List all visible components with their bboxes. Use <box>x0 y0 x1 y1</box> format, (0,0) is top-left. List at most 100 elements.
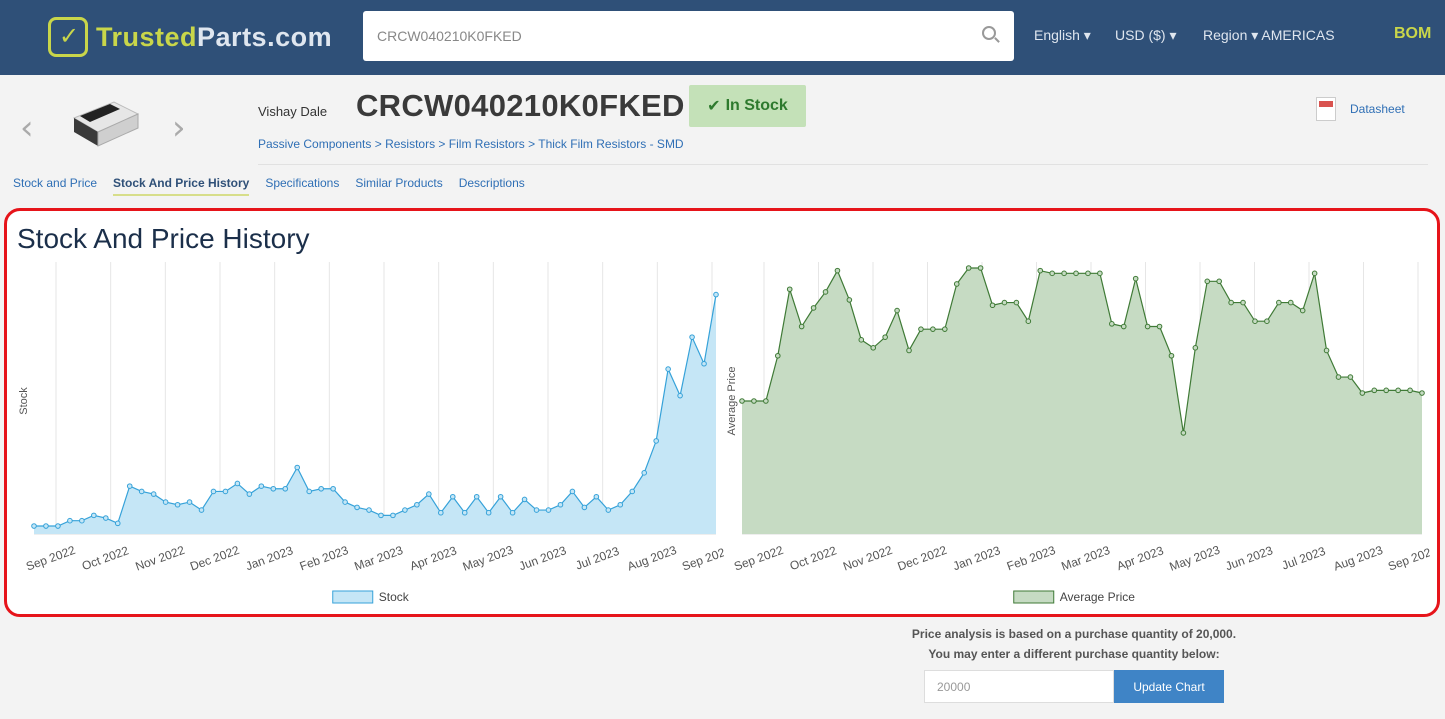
price-data-point[interactable] <box>786 286 793 293</box>
stock-data-point[interactable] <box>449 493 456 500</box>
breadcrumb-item[interactable]: Film Resistors <box>448 137 525 151</box>
stock-data-point[interactable] <box>282 485 289 492</box>
stock-data-point[interactable] <box>533 507 540 513</box>
stock-data-point[interactable] <box>509 509 516 516</box>
price-data-point[interactable] <box>1132 275 1139 282</box>
stock-data-point[interactable] <box>174 501 181 508</box>
purchase-quantity-input[interactable] <box>924 670 1114 703</box>
price-data-point[interactable] <box>1240 299 1246 306</box>
stock-data-point[interactable] <box>629 488 636 495</box>
stock-data-point[interactable] <box>426 491 432 497</box>
price-data-point[interactable] <box>1180 430 1187 436</box>
stock-data-point[interactable] <box>593 493 600 500</box>
price-data-point[interactable] <box>1037 267 1044 274</box>
breadcrumb-item[interactable]: Resistors <box>385 137 436 151</box>
stock-data-point[interactable] <box>222 488 229 495</box>
stock-data-point[interactable] <box>258 483 265 489</box>
stock-data-point[interactable] <box>521 496 528 503</box>
stock-data-point[interactable] <box>186 499 193 505</box>
stock-data-point[interactable] <box>198 507 205 513</box>
stock-data-point[interactable] <box>390 512 396 519</box>
stock-data-point[interactable] <box>617 501 624 508</box>
price-data-point[interactable] <box>1347 374 1354 380</box>
stock-data-point[interactable] <box>414 501 420 508</box>
price-data-point[interactable] <box>894 307 900 314</box>
part-image[interactable] <box>66 96 144 150</box>
price-data-point[interactable] <box>1168 352 1175 359</box>
legend-swatch[interactable] <box>332 590 374 604</box>
price-data-point[interactable] <box>906 347 912 354</box>
price-data-point[interactable] <box>1335 374 1342 380</box>
price-data-point[interactable] <box>1228 299 1234 306</box>
stock-data-point[interactable] <box>43 523 49 529</box>
stock-data-point[interactable] <box>701 360 707 367</box>
price-data-point[interactable] <box>810 305 817 311</box>
stock-data-point[interactable] <box>306 488 312 495</box>
price-data-point[interactable] <box>846 297 853 303</box>
price-data-point[interactable] <box>1419 390 1425 396</box>
price-data-point[interactable] <box>1216 278 1222 285</box>
stock-data-point[interactable] <box>689 334 695 340</box>
stock-data-point[interactable] <box>402 507 408 513</box>
price-data-point[interactable] <box>1120 323 1127 330</box>
previous-image-arrow-icon[interactable]: ‹ <box>20 108 34 148</box>
stock-data-point[interactable] <box>102 515 109 521</box>
language-dropdown[interactable]: English ▾ <box>1034 27 1091 43</box>
price-data-point[interactable] <box>798 323 805 330</box>
price-data-point[interactable] <box>774 352 781 359</box>
price-data-point[interactable] <box>1264 318 1270 325</box>
legend-swatch[interactable] <box>1013 590 1055 604</box>
stock-data-point[interactable] <box>114 520 121 527</box>
price-data-point[interactable] <box>1144 323 1151 330</box>
stock-data-point[interactable] <box>366 507 372 513</box>
update-chart-button[interactable]: Update Chart <box>1114 670 1224 703</box>
tab-similar-products[interactable]: Similar Products <box>355 176 443 190</box>
price-data-point[interactable] <box>1276 299 1282 306</box>
stock-data-point[interactable] <box>150 491 157 497</box>
stock-data-point[interactable] <box>545 507 552 513</box>
price-data-point[interactable] <box>1371 387 1378 394</box>
price-data-point[interactable] <box>882 334 888 340</box>
stock-data-point[interactable] <box>713 291 719 298</box>
manufacturer-name[interactable]: Vishay Dale <box>258 104 328 119</box>
stock-data-point[interactable] <box>31 523 37 529</box>
stock-data-point[interactable] <box>246 491 253 497</box>
search-input[interactable] <box>377 28 957 44</box>
stock-data-point[interactable] <box>91 512 97 519</box>
tab-stock-and-price[interactable]: Stock and Price <box>13 176 98 190</box>
price-data-point[interactable] <box>1073 270 1079 277</box>
stock-data-point[interactable] <box>126 483 133 489</box>
price-data-point[interactable] <box>1192 345 1199 351</box>
price-data-point[interactable] <box>822 289 829 295</box>
tab-descriptions[interactable]: Descriptions <box>458 176 525 190</box>
price-data-point[interactable] <box>965 265 972 271</box>
price-data-point[interactable] <box>751 398 757 404</box>
price-data-point[interactable] <box>1323 347 1330 354</box>
region-dropdown[interactable]: Region ▾ AMERICAS <box>1203 27 1335 43</box>
stock-data-point[interactable] <box>234 480 241 487</box>
price-data-point[interactable] <box>1061 270 1067 277</box>
stock-data-point[interactable] <box>569 488 576 495</box>
price-data-point[interactable] <box>1359 390 1366 396</box>
price-data-point[interactable] <box>1025 318 1032 325</box>
stock-data-point[interactable] <box>557 501 564 508</box>
price-data-point[interactable] <box>1383 387 1390 394</box>
stock-data-point[interactable] <box>485 509 492 516</box>
stock-data-point[interactable] <box>473 493 480 500</box>
stock-data-point[interactable] <box>210 488 217 495</box>
price-data-point[interactable] <box>739 398 745 404</box>
stock-data-point[interactable] <box>67 517 73 524</box>
stock-data-point[interactable] <box>318 485 324 492</box>
price-data-point[interactable] <box>1395 387 1401 394</box>
stock-data-point[interactable] <box>438 509 444 516</box>
price-data-point[interactable] <box>1407 387 1413 394</box>
site-logo[interactable]: TrustedParts.com <box>48 15 332 59</box>
price-data-point[interactable] <box>918 326 924 332</box>
stock-data-point[interactable] <box>55 523 61 529</box>
stock-data-point[interactable] <box>79 517 85 524</box>
datasheet-link[interactable]: Datasheet <box>1316 97 1405 121</box>
price-data-point[interactable] <box>1204 278 1211 285</box>
search-icon[interactable] <box>982 26 996 40</box>
price-data-point[interactable] <box>1049 270 1055 277</box>
stock-data-point[interactable] <box>653 438 659 444</box>
